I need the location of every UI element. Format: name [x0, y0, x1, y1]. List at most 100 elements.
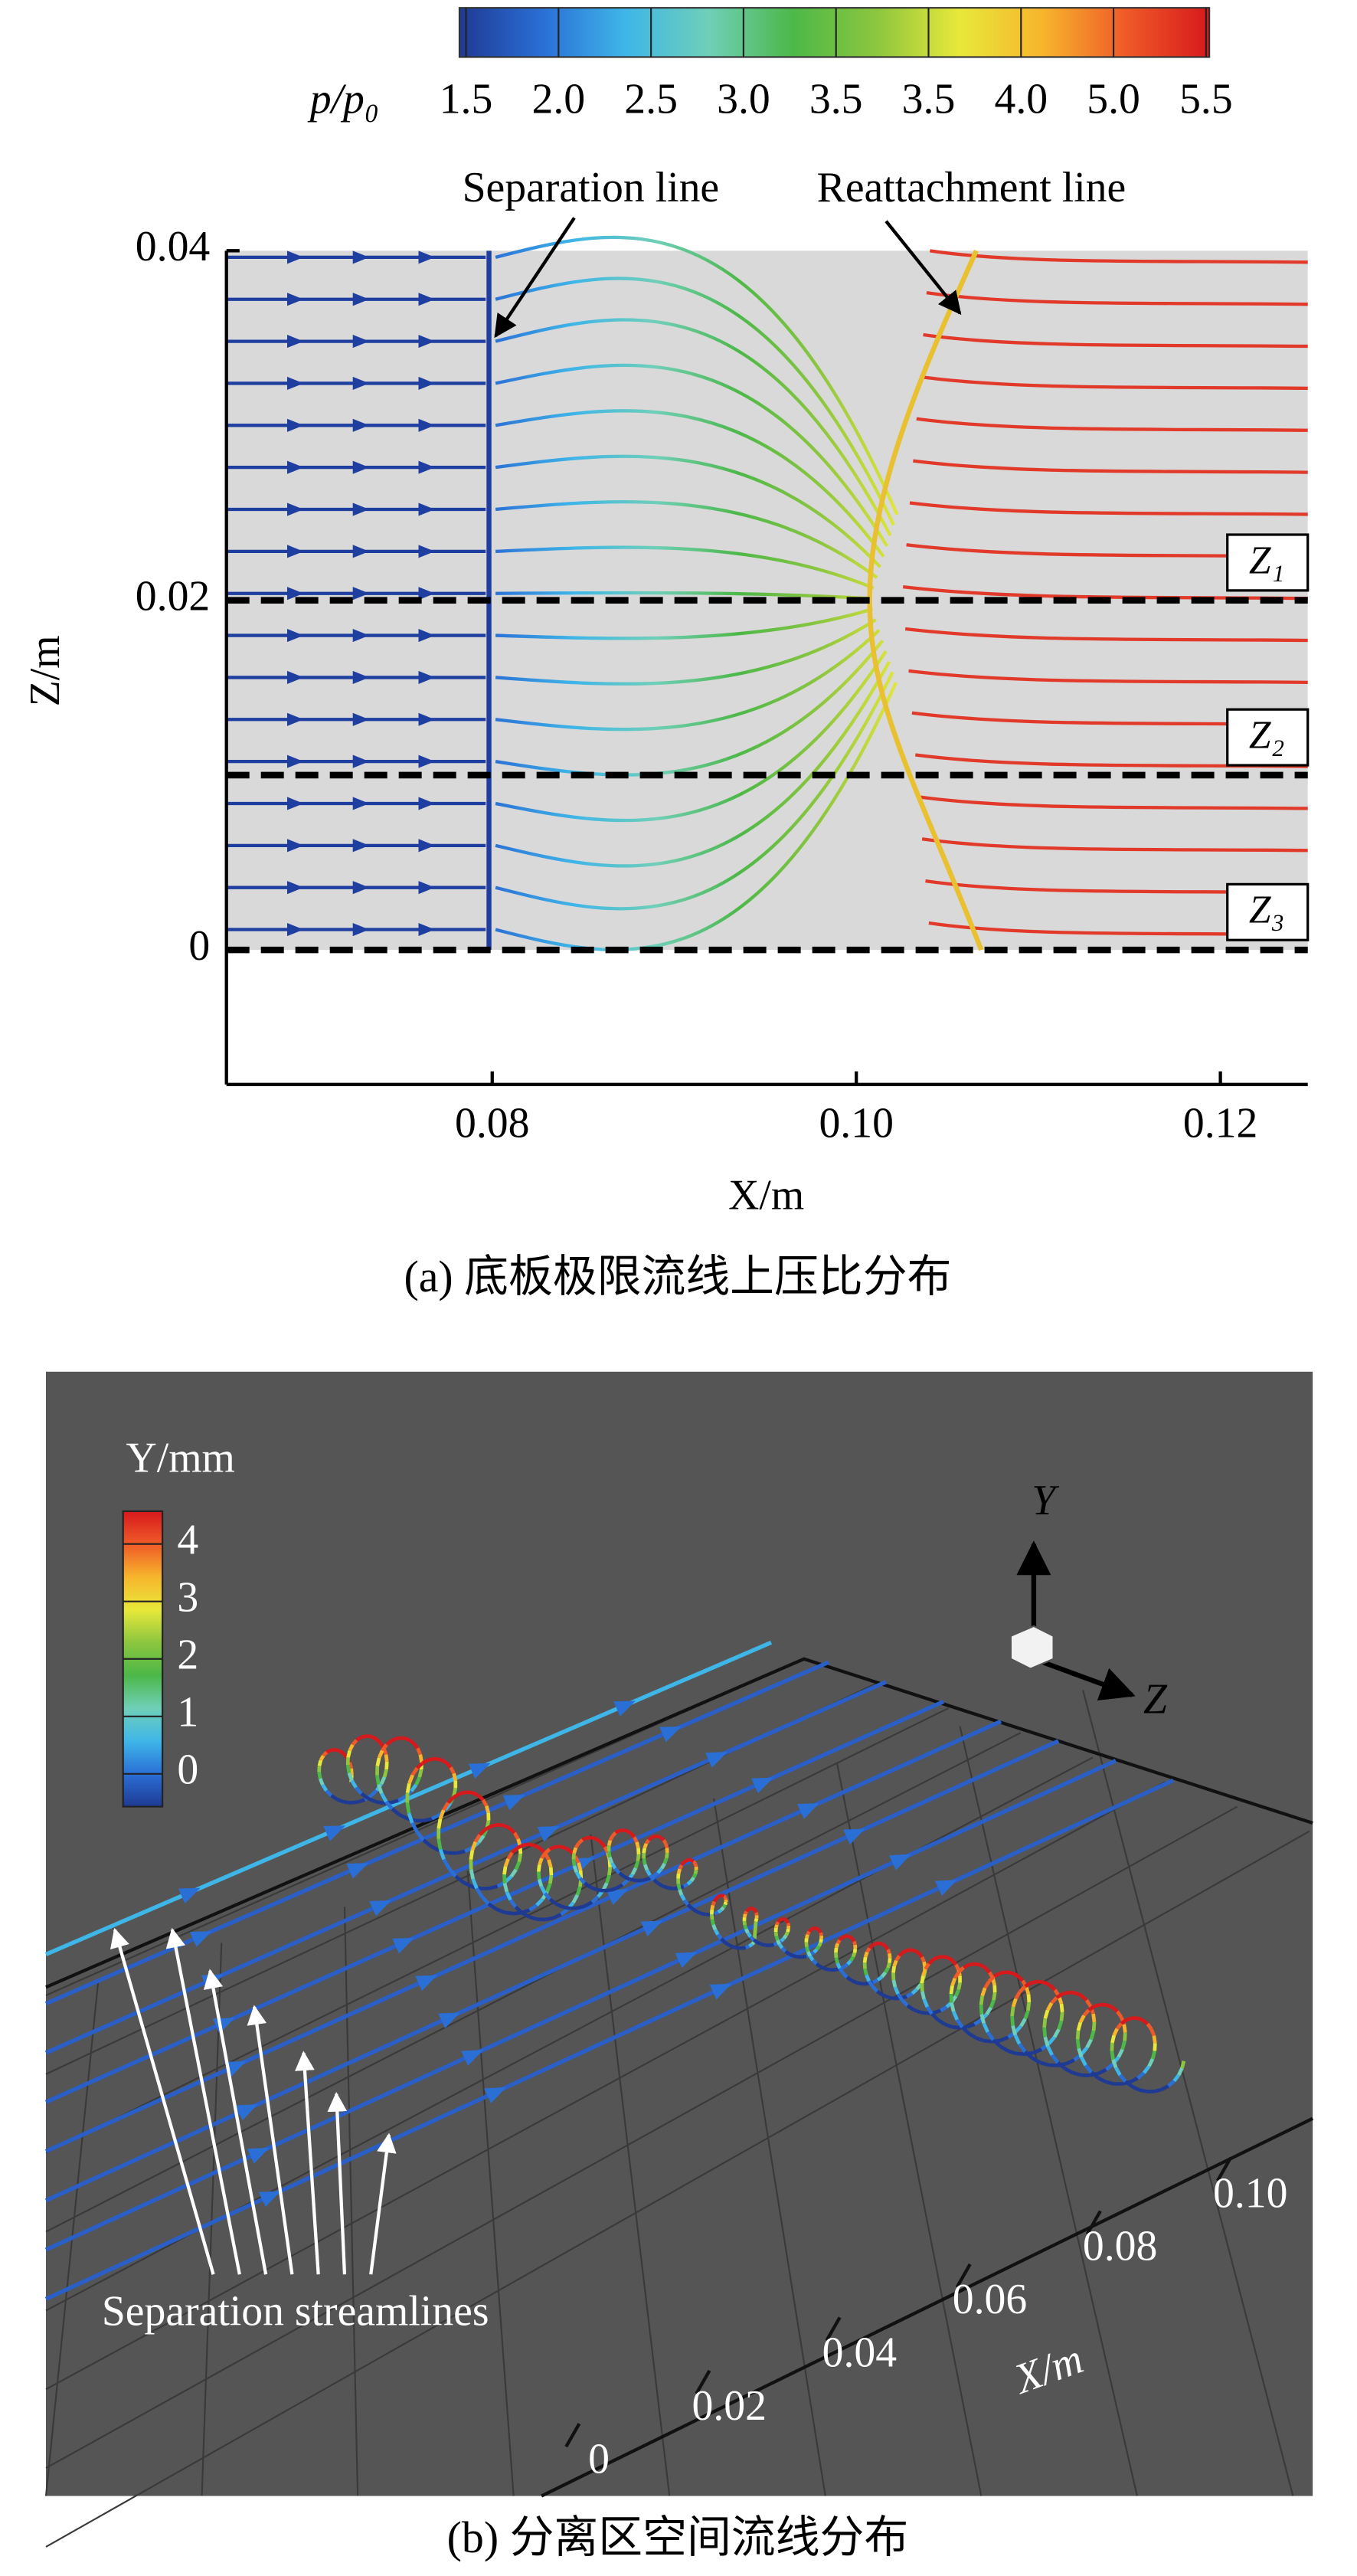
vortex-streamline — [878, 1941, 884, 1946]
vortex-streamline — [950, 1959, 958, 1966]
vortex-streamline — [610, 1862, 617, 1870]
vortex-streamline — [754, 1912, 759, 1916]
vortex-streamline — [644, 1838, 650, 1845]
vortex-streamline — [811, 1959, 818, 1966]
vortex-streamline — [1141, 2018, 1149, 2025]
vortex-streamline — [692, 1873, 698, 1879]
vortex-streamline — [815, 1945, 821, 1951]
vortex-streamline — [856, 1981, 863, 1986]
vortex-streamline — [487, 1902, 498, 1911]
vortex-streamline — [753, 1909, 758, 1913]
vortex-streamline — [691, 1907, 698, 1913]
vortex-streamline — [503, 1858, 510, 1867]
vortex-streamline — [375, 1775, 381, 1785]
vortex-streamline — [407, 1812, 414, 1824]
vortex-streamline — [1023, 2010, 1030, 2020]
vortex-streamline — [999, 1970, 1007, 1975]
vortex-streamline — [1024, 1981, 1032, 1988]
vortex-streamline — [484, 1805, 491, 1814]
vortex-streamline — [489, 1884, 499, 1890]
vortex-streamline — [1146, 2022, 1153, 2031]
vortex-streamline — [374, 1799, 384, 1805]
vortex-streamline — [835, 1962, 842, 1969]
vortex-streamline — [1013, 2034, 1022, 2045]
streamline — [913, 459, 1308, 474]
vortex-streamline — [611, 1831, 617, 1838]
vortex-streamline — [852, 1940, 857, 1946]
x-tick-label: 0.06 — [953, 2276, 1027, 2323]
colorbar-tick-label: 1.5 — [440, 75, 493, 123]
vortex-streamline — [744, 1908, 750, 1913]
vortex-streamline — [838, 1936, 844, 1942]
vortex-streamline — [1110, 2051, 1115, 2060]
vortex-streamline — [370, 1789, 378, 1798]
vortex-streamline — [642, 1858, 647, 1865]
vortex-streamline — [1014, 1990, 1022, 2000]
streamline — [909, 501, 1308, 516]
vortex-streamline — [717, 1894, 721, 1899]
vortex-streamline — [930, 2012, 940, 2021]
vortex-streamline — [711, 1923, 718, 1931]
vortex-streamline — [973, 2018, 983, 2026]
vortex-streamline — [384, 1754, 389, 1763]
vortex-streamline — [915, 1983, 923, 1991]
vortex-streamline — [933, 2008, 942, 2015]
vortex-streamline — [876, 1989, 884, 1997]
grid-line — [959, 1726, 1138, 2496]
vortex-streamline — [809, 1926, 815, 1932]
vortex-streamline — [775, 1921, 780, 1926]
vortex-streamline — [668, 1886, 675, 1890]
vortex-streamline — [491, 1822, 499, 1828]
vortex-streamline — [633, 1836, 639, 1843]
vortex-streamline — [806, 1950, 812, 1957]
vortex-streamline — [693, 1869, 698, 1874]
annotation-arrow — [165, 1927, 241, 2275]
vortex-streamline — [618, 1871, 626, 1879]
vortex-streamline — [871, 1978, 879, 1985]
streamline — [495, 639, 885, 777]
vortex-streamline — [983, 1966, 991, 1974]
vortex-streamline — [804, 1942, 809, 1947]
vortex-streamline — [835, 1939, 842, 1945]
vortex-streamline — [503, 1824, 511, 1830]
vortex-streamline — [348, 1762, 353, 1769]
vortex-streamline — [656, 1867, 663, 1874]
vortex-streamline — [456, 1849, 466, 1855]
vortex-streamline — [502, 1874, 507, 1884]
vortex-streamline — [377, 1750, 384, 1759]
colorbar-tick-label: 0 — [177, 1746, 198, 1794]
vortex-streamline — [692, 1860, 697, 1865]
vortex-streamline — [471, 1878, 479, 1890]
vortex-streamline — [744, 1928, 750, 1934]
y-tick-label: 0 — [188, 922, 210, 970]
vortex-streamline — [652, 1878, 660, 1885]
streamline — [495, 545, 875, 590]
vortex-streamline — [377, 1783, 384, 1795]
vortex-streamline — [350, 1779, 358, 1789]
colorbar-tick-label: 1 — [177, 1689, 198, 1736]
vortex-streamline — [595, 1837, 603, 1844]
vortex-streamline — [1011, 2024, 1018, 2036]
vortex-streamline — [317, 1759, 323, 1767]
vortex-streamline — [721, 1903, 727, 1909]
vortex-streamline — [819, 1932, 823, 1936]
vortex-streamline — [1011, 1971, 1019, 1978]
vortex-streamline — [603, 1888, 610, 1893]
streamline — [495, 318, 892, 537]
vortex-streamline — [749, 1935, 755, 1942]
vortex-streamline — [548, 1845, 556, 1851]
vortex-streamline — [1147, 2057, 1155, 2067]
vortex-streamline — [682, 1882, 689, 1888]
vortex-streamline — [925, 2005, 934, 2015]
vortex-streamline — [1005, 1970, 1013, 1975]
vortex-streamline — [1160, 2084, 1169, 2091]
vortex-streamline — [636, 1848, 641, 1854]
vortex-streamline — [819, 1965, 826, 1971]
vortex-streamline — [979, 2013, 986, 2024]
vortex-streamline — [774, 1924, 779, 1929]
vortex-streamline — [650, 1835, 656, 1840]
vortex-streamline — [636, 1854, 641, 1861]
streamline — [495, 454, 882, 568]
